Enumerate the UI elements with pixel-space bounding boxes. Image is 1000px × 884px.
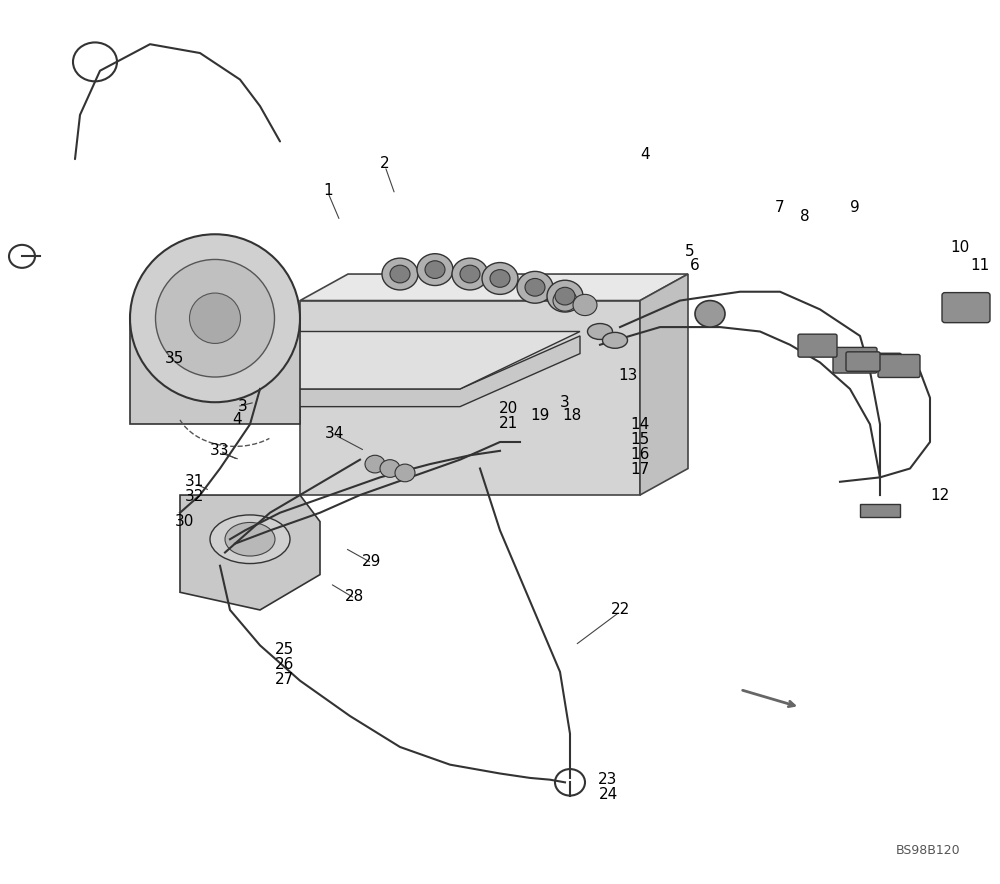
FancyBboxPatch shape (833, 347, 877, 373)
Polygon shape (860, 504, 900, 517)
Circle shape (390, 265, 410, 283)
Text: 27: 27 (275, 673, 295, 687)
Text: 4: 4 (640, 148, 650, 162)
Text: 35: 35 (165, 351, 185, 365)
Text: 30: 30 (175, 514, 195, 529)
Text: 2: 2 (380, 156, 390, 171)
Circle shape (490, 270, 510, 287)
Text: 28: 28 (345, 590, 365, 604)
Text: 21: 21 (498, 416, 518, 431)
Ellipse shape (602, 332, 628, 348)
Text: 8: 8 (800, 210, 810, 224)
Circle shape (382, 258, 418, 290)
Text: BS98B120: BS98B120 (895, 844, 960, 857)
Text: 5: 5 (685, 245, 695, 259)
Circle shape (547, 280, 583, 312)
Polygon shape (180, 495, 320, 610)
Text: 22: 22 (610, 603, 630, 617)
Text: 31: 31 (185, 475, 205, 489)
Circle shape (365, 455, 385, 473)
Text: 11: 11 (970, 258, 990, 272)
Text: 3: 3 (560, 395, 570, 409)
Text: 6: 6 (690, 258, 700, 272)
Text: 9: 9 (850, 201, 860, 215)
Text: 18: 18 (562, 408, 582, 423)
Circle shape (573, 294, 597, 316)
FancyBboxPatch shape (846, 352, 880, 371)
Text: 16: 16 (630, 447, 650, 461)
Ellipse shape (225, 522, 275, 556)
Circle shape (482, 263, 518, 294)
Text: 29: 29 (362, 554, 382, 568)
Circle shape (555, 287, 575, 305)
Text: 15: 15 (630, 432, 650, 446)
Text: 23: 23 (598, 773, 618, 787)
Text: 4: 4 (232, 413, 242, 427)
Ellipse shape (156, 260, 274, 377)
Text: 19: 19 (530, 408, 550, 423)
FancyBboxPatch shape (878, 354, 920, 377)
FancyBboxPatch shape (798, 334, 837, 357)
Circle shape (460, 265, 480, 283)
Circle shape (517, 271, 553, 303)
Ellipse shape (190, 293, 240, 343)
Text: 7: 7 (775, 201, 785, 215)
Ellipse shape (210, 514, 290, 564)
Polygon shape (130, 318, 300, 424)
Text: 12: 12 (930, 488, 950, 502)
Text: 20: 20 (498, 401, 518, 415)
Circle shape (553, 290, 577, 311)
Text: 32: 32 (185, 490, 205, 504)
Circle shape (380, 460, 400, 477)
Polygon shape (140, 336, 580, 407)
Circle shape (417, 254, 453, 286)
Text: 26: 26 (275, 658, 295, 672)
Circle shape (525, 278, 545, 296)
Polygon shape (300, 301, 640, 495)
Circle shape (425, 261, 445, 278)
Text: 17: 17 (630, 462, 650, 476)
FancyBboxPatch shape (942, 293, 990, 323)
Circle shape (452, 258, 488, 290)
Text: 1: 1 (323, 183, 333, 197)
Text: 24: 24 (598, 788, 618, 802)
Text: 10: 10 (950, 240, 970, 255)
Text: 33: 33 (210, 444, 230, 458)
Polygon shape (140, 332, 580, 389)
Ellipse shape (130, 234, 300, 402)
Text: 14: 14 (630, 417, 650, 431)
Circle shape (395, 464, 415, 482)
Ellipse shape (588, 324, 612, 339)
Polygon shape (300, 274, 688, 301)
Polygon shape (640, 274, 688, 495)
Text: 13: 13 (618, 369, 638, 383)
Text: 3: 3 (238, 400, 248, 414)
Ellipse shape (695, 301, 725, 327)
Text: 34: 34 (325, 426, 345, 440)
Text: 25: 25 (275, 643, 295, 657)
